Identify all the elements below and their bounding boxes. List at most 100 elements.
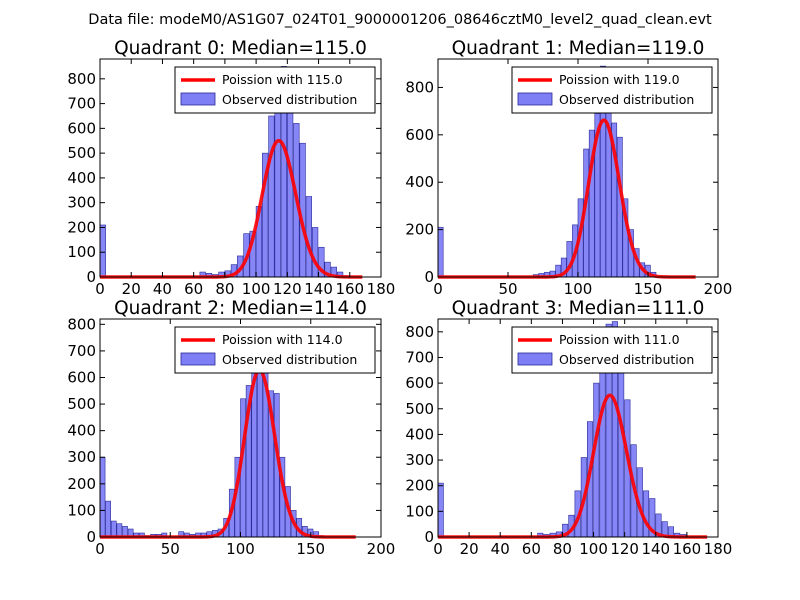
quadrant-1-panel: 0 50 100 150 200 0 200 400 600 800 Quadrant 1: Med… <box>405 38 732 298</box>
x-tick-label: 200 <box>367 540 396 558</box>
y-tick-label: 800 <box>67 70 96 88</box>
quadrant-2-panel: 0 50 100 150 200 0 100 200 300 400 500 600 700 800 Qua… <box>67 298 395 558</box>
legend-curve-label: Poission with 119.0 <box>559 72 680 87</box>
histogram-bar <box>116 523 123 538</box>
x-tick-label: 0 <box>433 540 443 558</box>
histogram-bar <box>643 490 650 538</box>
y-tick-label: 800 <box>405 323 434 341</box>
y-tick-label: 700 <box>67 342 96 360</box>
y-tick-label: 200 <box>405 221 434 239</box>
y-tick-label: 100 <box>67 501 96 519</box>
x-tick-label: 80 <box>553 540 572 558</box>
y-tick-label: 600 <box>405 374 434 392</box>
legend-bar-label: Observed distribution <box>559 92 694 107</box>
y-tick-label: 400 <box>405 425 434 443</box>
x-tick-label: 0 <box>433 280 443 298</box>
y-tick-label: 300 <box>405 451 434 469</box>
x-tick-label: 160 <box>673 540 702 558</box>
histogram-bar <box>437 226 444 278</box>
y-tick-label: 0 <box>86 528 96 546</box>
x-tick-label: 0 <box>95 540 105 558</box>
histogram-bar <box>616 136 623 278</box>
legend-curve-label: Poission with 111.0 <box>559 332 680 347</box>
y-tick-label: 200 <box>405 477 434 495</box>
x-tick-label: 50 <box>161 540 180 558</box>
y-tick-label: 500 <box>67 395 96 413</box>
y-tick-label: 600 <box>67 119 96 137</box>
y-tick-label: 700 <box>405 348 434 366</box>
quadrant-3-panel: 0 20 40 60 80 100 120 140 160 1800100200300400500… <box>405 298 732 558</box>
histogram-bar <box>268 115 275 278</box>
x-tick-label: 40 <box>491 540 510 558</box>
legend-bar-swatch <box>517 352 553 366</box>
x-tick-label: 180 <box>704 540 733 558</box>
x-tick-label: 80 <box>215 280 234 298</box>
legend-bar-swatch <box>180 92 216 106</box>
y-tick-label: 500 <box>405 400 434 418</box>
legend-curve-label: Poission with 115.0 <box>222 72 343 87</box>
x-tick-label: 150 <box>634 280 663 298</box>
histogram-bar <box>105 500 111 538</box>
axes-frame <box>99 58 382 278</box>
histogram-bar <box>99 224 106 278</box>
histogram-bar <box>312 227 319 278</box>
legend-bar-label: Observed distribution <box>559 352 694 367</box>
y-tick-label: 100 <box>405 502 434 520</box>
legend-bar-label: Observed distribution <box>222 92 357 107</box>
y-tick-label: 400 <box>67 422 96 440</box>
x-tick-label: 150 <box>296 540 325 558</box>
x-tick-label: 60 <box>184 280 203 298</box>
axes-frame <box>437 318 719 538</box>
legend-bar-swatch <box>180 352 216 366</box>
histogram-bar <box>593 382 600 538</box>
x-tick-label: 100 <box>579 540 608 558</box>
y-tick-label: 800 <box>67 315 96 333</box>
histogram-bar <box>599 372 606 538</box>
y-tick-label: 500 <box>67 144 96 162</box>
x-tick-label: 100 <box>242 280 271 298</box>
legend-bar-swatch <box>517 92 553 106</box>
y-tick-label: 300 <box>67 448 96 466</box>
panel-title: Quadrant 2: Median=114.0 <box>114 298 367 319</box>
x-tick-label: 120 <box>273 280 302 298</box>
histogram-bar <box>618 352 625 538</box>
legend-curve-label: Poission with 114.0 <box>222 332 343 347</box>
figure-title: Data file: modeM0/AS1G07_024T01_90000012… <box>88 12 712 28</box>
x-tick-label: 180 <box>367 280 396 298</box>
x-tick-label: 20 <box>460 540 479 558</box>
y-tick-label: 600 <box>67 368 96 386</box>
y-tick-label: 200 <box>67 218 96 236</box>
y-tick-label: 200 <box>67 475 96 493</box>
x-tick-label: 100 <box>226 540 255 558</box>
y-tick-label: 0 <box>424 528 434 546</box>
y-tick-label: 700 <box>67 95 96 113</box>
x-tick-label: 140 <box>304 280 333 298</box>
histogram-bar <box>110 520 117 538</box>
poisson-curve <box>99 368 357 539</box>
x-tick-label: 100 <box>564 280 593 298</box>
y-tick-label: 400 <box>405 173 434 191</box>
x-tick-label: 200 <box>704 280 733 298</box>
y-tick-label: 600 <box>405 126 434 144</box>
x-tick-label: 160 <box>335 280 364 298</box>
y-tick-label: 400 <box>67 169 96 187</box>
x-tick-label: 20 <box>122 280 141 298</box>
y-tick-label: 100 <box>67 243 96 261</box>
y-tick-label: 0 <box>86 268 96 286</box>
x-tick-label: 40 <box>153 280 172 298</box>
panel-title: Quadrant 3: Median=111.0 <box>452 298 705 319</box>
legend-bar-label: Observed distribution <box>222 352 357 367</box>
x-tick-label: 140 <box>641 540 670 558</box>
histogram-bar <box>437 482 444 538</box>
quadrant-0-panel: 0 20 40 60 80 100 120 140 160 1800100200300400500… <box>67 38 395 298</box>
y-tick-label: 800 <box>405 78 434 96</box>
x-tick-label: 60 <box>522 540 541 558</box>
y-tick-label: 300 <box>67 194 96 212</box>
histogram-bar <box>99 456 106 538</box>
x-tick-label: 0 <box>95 280 105 298</box>
panel-title: Quadrant 0: Median=115.0 <box>114 38 367 59</box>
y-tick-label: 0 <box>424 268 434 286</box>
panel-title: Quadrant 1: Median=119.0 <box>452 38 705 59</box>
x-tick-label: 120 <box>610 540 639 558</box>
